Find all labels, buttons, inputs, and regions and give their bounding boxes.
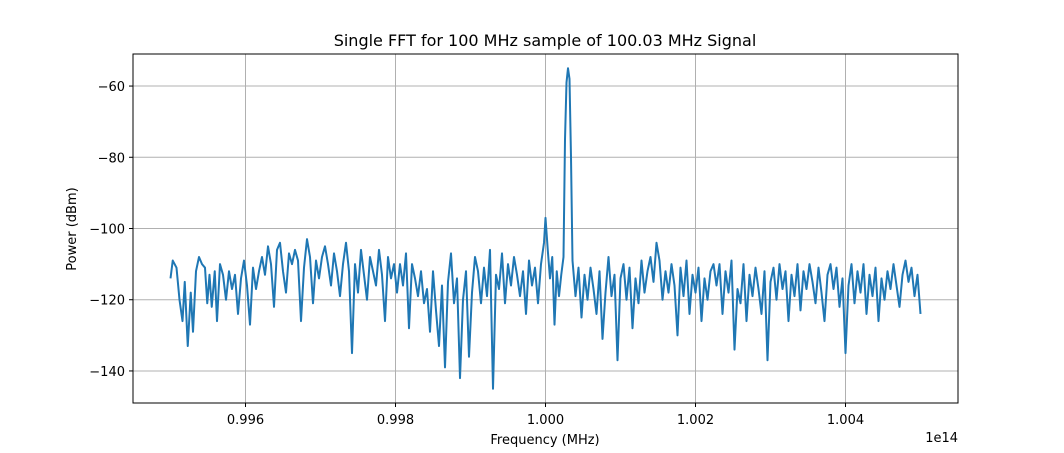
y-axis-ticks: −140 −120 −100 −80 −60 [89, 80, 133, 380]
y-axis-label: Power (dBm) [65, 187, 80, 270]
x-tick-label: 0.996 [227, 413, 264, 428]
y-tick-label: −120 [89, 294, 125, 309]
x-tick-label: 1.002 [677, 413, 714, 428]
x-tick-label: 1.000 [527, 413, 564, 428]
y-tick-label: −100 [89, 223, 125, 238]
chart-title: Single FFT for 100 MHz sample of 100.03 … [334, 31, 757, 50]
x-axis-offset-label: 1e14 [925, 431, 958, 446]
y-tick-label: −140 [89, 365, 125, 380]
x-tick-label: 1.004 [827, 413, 864, 428]
grid [133, 54, 958, 403]
series-layer [169, 67, 922, 390]
series-line [169, 67, 922, 390]
y-tick-label: −80 [98, 151, 125, 166]
x-axis-ticks: 0.996 0.998 1.000 1.002 1.004 [227, 403, 864, 428]
x-axis-label: Frequency (MHz) [490, 433, 599, 448]
x-tick-label: 0.998 [377, 413, 414, 428]
y-tick-label: −60 [98, 80, 125, 95]
